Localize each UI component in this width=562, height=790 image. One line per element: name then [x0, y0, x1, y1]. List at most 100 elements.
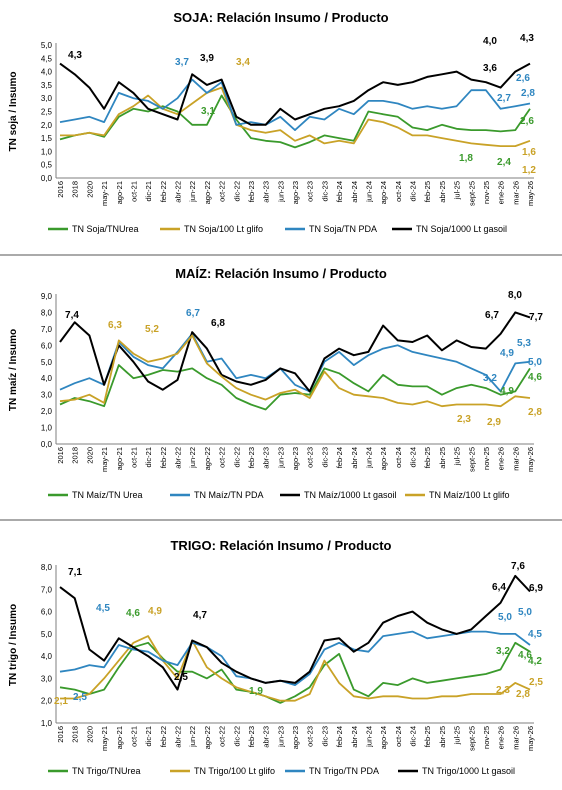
y-tick-label: 3,5	[41, 81, 53, 90]
data-label: 4,3	[68, 50, 82, 61]
x-tick-label: abr-24	[350, 726, 359, 748]
x-tick-label: abr-24	[350, 447, 359, 469]
x-tick-label: 2016	[56, 447, 65, 464]
x-tick-label: feb-23	[247, 726, 256, 747]
y-tick-label: 3,0	[41, 94, 53, 103]
y-tick-label: 1,0	[41, 424, 53, 433]
y-tick-label: 8,0	[41, 563, 53, 572]
x-tick-label: nov-25	[482, 181, 491, 204]
series-line	[59, 332, 531, 393]
legend-label: TN Soja/TNUrea	[72, 224, 139, 234]
legend-label: TN Trigo/TN PDA	[309, 766, 379, 776]
x-tick-label: ago-24	[379, 726, 388, 749]
legend-label: TN Maíz/100 Lt glifo	[429, 490, 510, 500]
data-label: 4,6	[126, 608, 140, 619]
x-tick-label: may-26	[526, 726, 535, 751]
x-tick-label: mar-26	[511, 181, 520, 205]
data-label: 3,2	[496, 646, 510, 657]
series-line	[60, 86, 531, 147]
y-tick-label: 2,0	[41, 121, 53, 130]
x-tick-label: jun-24	[364, 181, 373, 203]
data-label: 3,6	[483, 63, 497, 74]
y-axis-label: TN soja / Insumo	[8, 71, 19, 151]
x-tick-label: dic-23	[320, 447, 329, 467]
y-tick-label: 7,0	[41, 325, 53, 334]
data-label: 4,6	[528, 372, 542, 383]
legend-label: TN Soja/100 Lt glifo	[184, 224, 263, 234]
data-label: 7,4	[65, 310, 79, 321]
y-tick-label: 1,5	[41, 134, 53, 143]
data-label: 2,3	[457, 414, 471, 425]
x-tick-label: oct-22	[218, 726, 227, 747]
y-tick-label: 6,0	[41, 341, 53, 350]
series-line	[60, 635, 531, 702]
data-label: 1,8	[459, 153, 473, 164]
data-label: 3,1	[201, 106, 215, 117]
x-tick-label: abr-24	[350, 181, 359, 203]
x-tick-label: feb-24	[335, 181, 344, 202]
x-tick-label: dic-21	[144, 726, 153, 746]
x-tick-label: feb-23	[247, 181, 256, 202]
legend-label: TN Trigo/100 Lt glifo	[194, 766, 275, 776]
x-tick-label: oct-23	[306, 447, 315, 468]
x-tick-label: dic-24	[409, 726, 418, 746]
data-label: 4,2	[528, 656, 542, 667]
y-axis-label: TN maíz / Insumo	[8, 329, 19, 411]
x-tick-label: abr-25	[438, 726, 447, 748]
legend-label: TN Maíz/TN Urea	[72, 490, 143, 500]
x-tick-label: abr-22	[174, 447, 183, 469]
y-tick-label: 4,0	[41, 652, 53, 661]
data-label: 7,1	[68, 567, 82, 578]
x-tick-label: oct-21	[129, 181, 138, 202]
x-tick-label: may-26	[526, 181, 535, 206]
data-label: 2,8	[521, 88, 535, 99]
legend-label: TN Maíz/TN PDA	[194, 490, 264, 500]
x-tick-label: dic-24	[409, 181, 418, 201]
data-label: 4,9	[148, 606, 162, 617]
x-tick-label: may-21	[100, 726, 109, 751]
data-label: 6,3	[108, 320, 122, 331]
x-tick-label: abr-25	[438, 181, 447, 203]
data-label: 2,6	[520, 116, 534, 127]
data-label: 5,3	[517, 338, 531, 349]
data-label: 5,0	[528, 357, 542, 368]
series-line	[59, 364, 531, 411]
x-tick-label: oct-23	[306, 726, 315, 747]
x-tick-label: mar-26	[511, 447, 520, 471]
legend-label: TN Soja/1000 Lt gasoil	[416, 224, 507, 234]
x-tick-label: nov-25	[482, 447, 491, 470]
data-label: 4,7	[193, 610, 207, 621]
x-tick-label: jun-22	[188, 447, 197, 469]
x-tick-label: sept-25	[467, 447, 476, 472]
x-tick-label: oct-22	[218, 181, 227, 202]
data-label: 4,5	[96, 603, 110, 614]
y-axis-label: TN trigo / Insumo	[8, 604, 19, 686]
x-tick-label: mar-26	[511, 726, 520, 750]
x-tick-label: ago-23	[291, 447, 300, 470]
y-tick-label: 7,0	[41, 585, 53, 594]
y-tick-label: 6,0	[41, 608, 53, 617]
x-tick-label: dic-21	[144, 447, 153, 467]
x-tick-label: dic-24	[409, 447, 418, 467]
x-tick-label: 2020	[85, 181, 94, 198]
x-tick-label: feb-22	[159, 447, 168, 468]
x-tick-label: may-21	[100, 181, 109, 206]
x-tick-label: ago-24	[379, 447, 388, 470]
data-label: 4,3	[520, 33, 534, 44]
x-tick-label: feb-25	[423, 726, 432, 747]
data-label: 2,5	[174, 672, 188, 683]
x-tick-label: may-21	[100, 447, 109, 472]
y-tick-label: 5,0	[41, 630, 53, 639]
x-tick-label: ago-23	[291, 726, 300, 749]
x-tick-label: oct-23	[306, 181, 315, 202]
y-tick-label: 0,5	[41, 161, 53, 170]
x-tick-label: ene-26	[497, 181, 506, 204]
x-tick-label: abr-23	[262, 181, 271, 203]
x-tick-label: 2020	[85, 726, 94, 743]
x-tick-label: abr-22	[174, 181, 183, 203]
legend-label: TN Soja/TN PDA	[309, 224, 377, 234]
data-label: 2,1	[54, 696, 68, 707]
data-label: 1,9	[249, 686, 263, 697]
